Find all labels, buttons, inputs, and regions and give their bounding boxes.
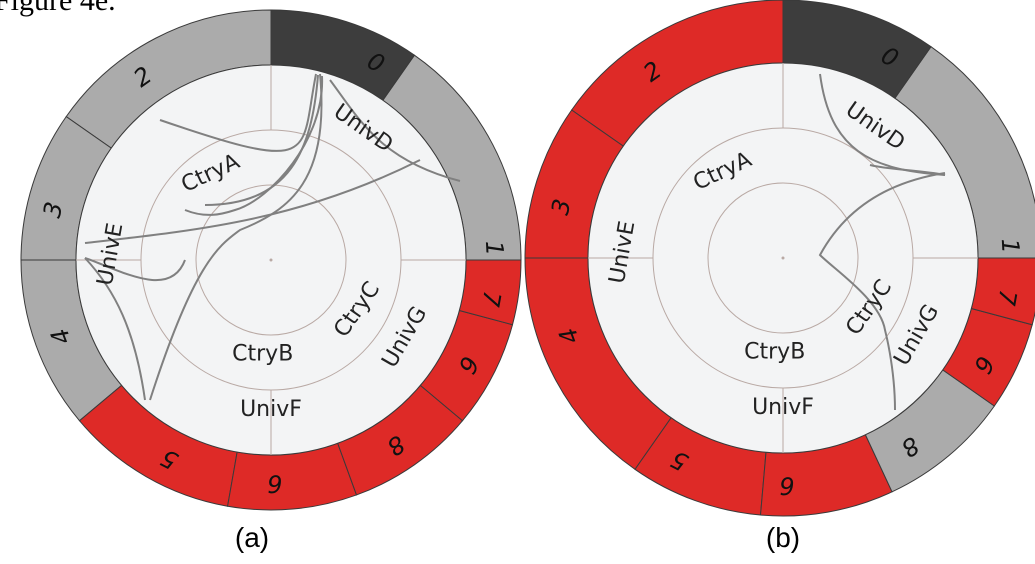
segment-label-1: 1	[996, 238, 1025, 255]
segment-label-7: 7	[476, 289, 506, 310]
segment-label-1: 1	[480, 240, 509, 257]
segment-layer-b	[524, 0, 1035, 517]
ring-label-univf: UnivF	[240, 397, 302, 422]
link-layer-a	[84, 73, 461, 401]
figure-caption-fragment: Figure 4e.	[0, 0, 116, 17]
link-a-5	[329, 79, 461, 182]
link-a-8	[84, 257, 146, 401]
ring-label-ctryb: CtryB	[232, 342, 293, 367]
grid-ring-1	[707, 182, 859, 334]
grid-layer-b	[588, 63, 978, 453]
segment-label-3: 3	[546, 196, 577, 217]
link-a-6	[84, 159, 421, 244]
panel-label-b: (b)	[766, 522, 800, 553]
segment-label-6: 6	[267, 469, 283, 497]
ring-label-univf: UnivF	[752, 395, 814, 420]
link-a-4	[184, 75, 324, 216]
ring-label-ctryb: CtryB	[744, 340, 805, 365]
panel-label-a: (a)	[235, 522, 269, 553]
grid-layer-a	[76, 65, 466, 455]
panel-a: 0123456867UnivDUnivEUnivFUnivGCtryACtryB…	[20, 9, 522, 553]
link-b-3	[869, 164, 946, 176]
link-b-2	[818, 172, 946, 411]
link-a-1	[204, 74, 319, 206]
segment-label-7: 7	[992, 288, 1022, 309]
segment-label-6: 6	[779, 471, 795, 499]
link-a-2	[159, 73, 317, 152]
link-a-7	[84, 257, 186, 281]
link-b-1	[819, 73, 946, 176]
link-a-3	[149, 73, 323, 401]
grid-ring-1	[195, 184, 347, 336]
panel-b: 0123456867UnivDUnivEUnivFUnivGCtryACtryB…	[524, 0, 1035, 553]
center-dot	[269, 258, 273, 262]
segment-layer-a	[20, 9, 522, 511]
link-layer-b	[818, 73, 946, 411]
center-dot	[781, 256, 785, 260]
segment-label-3: 3	[38, 199, 69, 220]
